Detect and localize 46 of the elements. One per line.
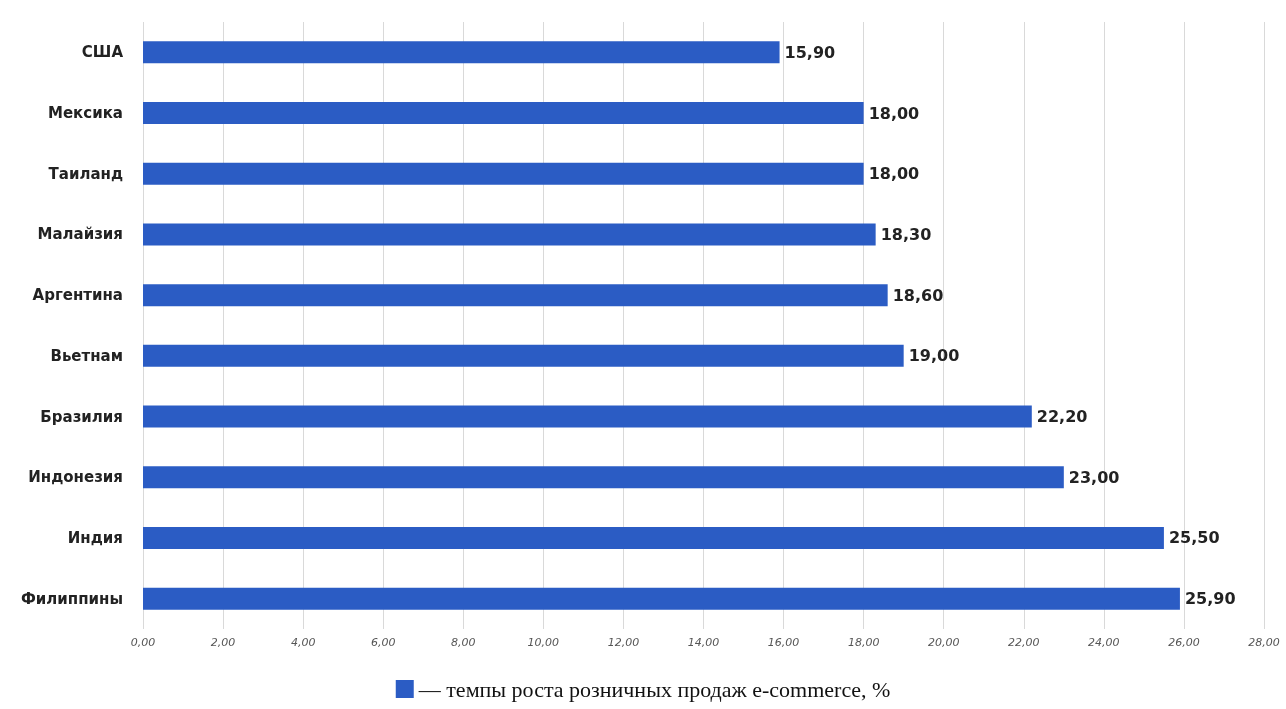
- bar: [143, 466, 1064, 489]
- bar: [143, 284, 888, 307]
- x-tick-label: 18,00: [847, 636, 880, 649]
- data-label: 18,30: [880, 224, 932, 244]
- x-tick-label: 6,00: [370, 636, 396, 649]
- x-tick-label: 0,00: [130, 636, 156, 649]
- y-tick-label: Вьетнам: [50, 346, 123, 365]
- data-label: 22,20: [1036, 407, 1088, 427]
- x-tick-label: 26,00: [1168, 636, 1200, 649]
- x-tick-label: 10,00: [527, 636, 560, 649]
- y-tick-label: США: [81, 43, 124, 62]
- bar: [143, 344, 904, 367]
- x-tick-label: 4,00: [290, 636, 316, 649]
- y-tick-label: Индия: [67, 528, 123, 547]
- x-tick-label: 8,00: [451, 636, 476, 649]
- data-label: 15,90: [784, 42, 836, 62]
- y-tick-label: Аргентина: [32, 286, 123, 305]
- x-tick-label: 22,00: [1008, 636, 1040, 649]
- x-tick-label: 2,00: [210, 636, 236, 649]
- y-tick-label: Бразилия: [40, 407, 123, 426]
- data-label: 18,00: [868, 164, 920, 184]
- bar: [143, 405, 1032, 428]
- data-label: 18,60: [892, 285, 944, 305]
- data-label: 19,00: [908, 346, 960, 366]
- x-tick-label: 28,00: [1248, 636, 1280, 649]
- x-tick-label: 14,00: [687, 636, 720, 649]
- y-tick-label: Таиланд: [48, 164, 123, 183]
- bar: [143, 102, 864, 125]
- data-label: 23,00: [1068, 467, 1120, 487]
- data-label: 18,00: [868, 103, 920, 123]
- x-tick-label: 24,00: [1088, 636, 1120, 649]
- x-tick-label: 20,00: [927, 636, 960, 649]
- y-tick-label: Малайзия: [37, 225, 123, 244]
- y-tick-label: Филиппины: [20, 589, 123, 608]
- data-label: 25,90: [1184, 589, 1236, 609]
- data-label: 25,50: [1168, 528, 1220, 548]
- bar: [143, 526, 1164, 549]
- bar: [143, 223, 876, 246]
- y-tick-label: Индонезия: [28, 468, 123, 487]
- legend-label: — темпы роста розничных продаж e-commerce, %: [417, 676, 891, 702]
- x-tick-label: 12,00: [607, 636, 640, 649]
- y-tick-label: Мексика: [48, 104, 123, 123]
- x-tick-label: 16,00: [767, 636, 800, 649]
- bar: [143, 41, 780, 64]
- bar: [143, 587, 1180, 610]
- bar: [143, 162, 864, 185]
